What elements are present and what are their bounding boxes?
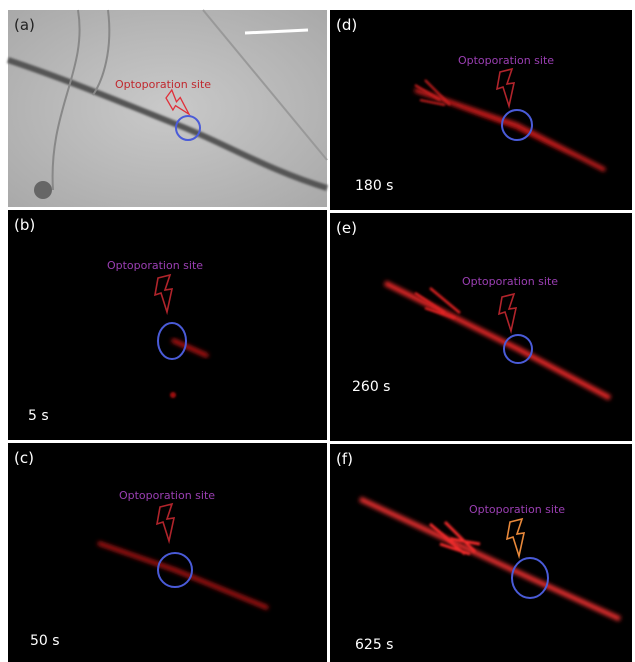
annotation: Optoporation site xyxy=(115,78,211,91)
panel-label: (a) xyxy=(14,16,35,34)
time-label: 260 s xyxy=(352,379,390,395)
panel-label: (f) xyxy=(336,450,353,468)
time-label: 50 s xyxy=(30,633,60,649)
panel-c: (c) Optoporation site 50 s xyxy=(8,443,327,662)
panel-label: (d) xyxy=(336,16,357,34)
time-label: 625 s xyxy=(355,637,393,653)
panel-e: (e) Optoporation site 260 s xyxy=(330,213,632,441)
panel-label: (b) xyxy=(14,216,35,234)
annotation: Optoporation site xyxy=(119,489,215,502)
annotation: Optoporation site xyxy=(107,259,203,272)
panel-a: (a) Optoporation site xyxy=(8,10,327,207)
annotation: Optoporation site xyxy=(462,275,558,288)
panel-label: (e) xyxy=(336,219,357,237)
time-label: 180 s xyxy=(355,178,393,194)
time-label: 5 s xyxy=(28,408,49,424)
panel-b: (b) Optoporation site 5 s xyxy=(8,210,327,440)
panel-d: (d) Optoporation site 180 s xyxy=(330,10,632,210)
annotation: Optoporation site xyxy=(469,503,565,516)
figure: (a) Optoporation site (b) Optoporation s… xyxy=(0,0,635,662)
panel-f: (f) Optoporation site 625 s xyxy=(330,444,632,662)
annotation: Optoporation site xyxy=(458,54,554,67)
panel-label: (c) xyxy=(14,449,34,467)
